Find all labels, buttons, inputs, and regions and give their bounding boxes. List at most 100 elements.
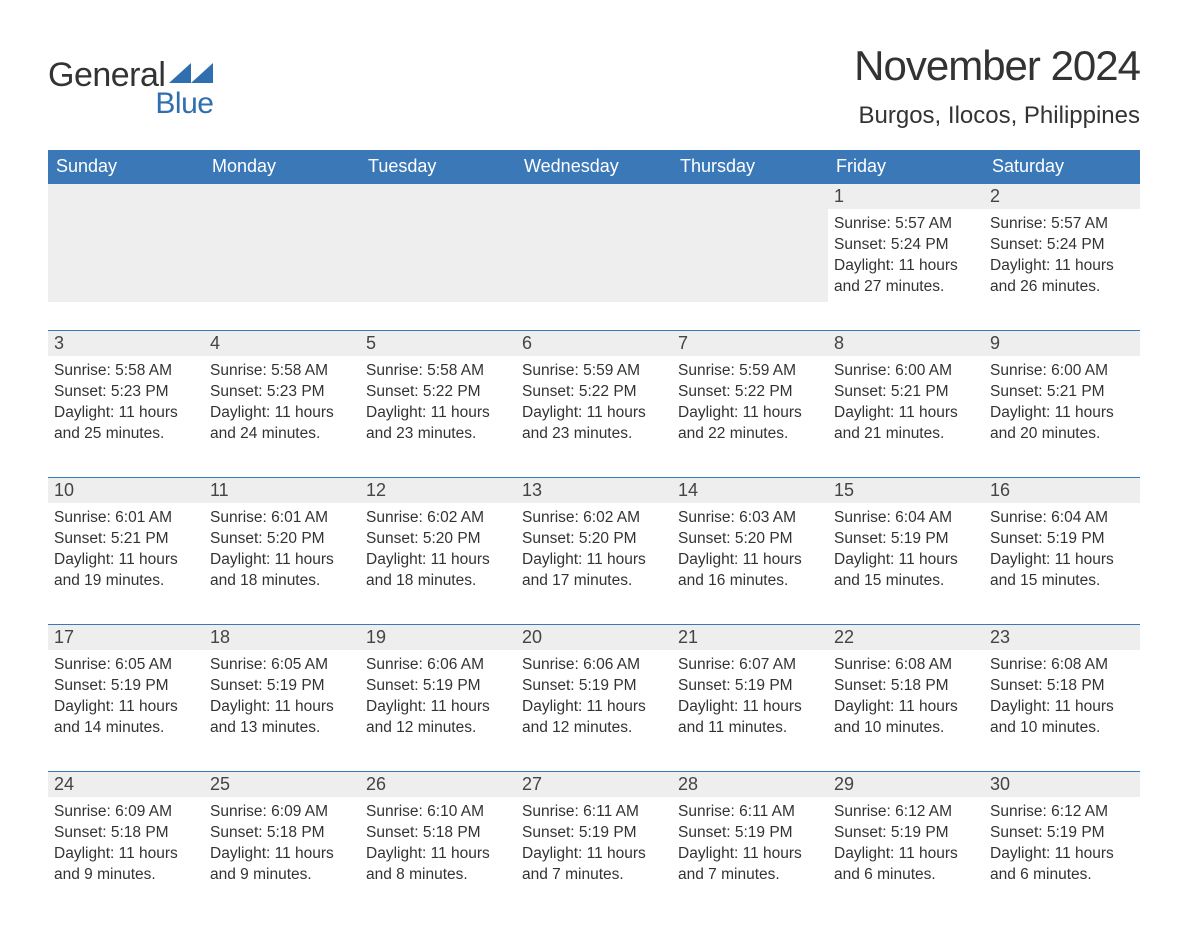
sunrise-text: Sunrise: 5:57 AM — [990, 214, 1134, 235]
calendar-cell: 14Sunrise: 6:03 AMSunset: 5:20 PMDayligh… — [672, 478, 828, 596]
calendar-cell: 11Sunrise: 6:01 AMSunset: 5:20 PMDayligh… — [204, 478, 360, 596]
sunrise-text: Sunrise: 6:05 AM — [54, 655, 198, 676]
calendar-week: 3Sunrise: 5:58 AMSunset: 5:23 PMDaylight… — [48, 330, 1140, 449]
daylight2-text: and 22 minutes. — [678, 424, 822, 445]
sunset-text: Sunset: 5:24 PM — [990, 235, 1134, 256]
cell-body: Sunrise: 6:02 AMSunset: 5:20 PMDaylight:… — [516, 503, 672, 592]
sunrise-text: Sunrise: 5:58 AM — [54, 361, 198, 382]
day-number: 21 — [672, 625, 828, 650]
calendar-cell: 18Sunrise: 6:05 AMSunset: 5:19 PMDayligh… — [204, 625, 360, 743]
cell-body: Sunrise: 6:00 AMSunset: 5:21 PMDaylight:… — [828, 356, 984, 445]
day-number: 1 — [828, 184, 984, 209]
daylight2-text: and 12 minutes. — [366, 718, 510, 739]
daylight1-text: Daylight: 11 hours — [54, 403, 198, 424]
logo-text-general: General — [48, 56, 165, 95]
daylight2-text: and 8 minutes. — [366, 865, 510, 886]
daylight1-text: Daylight: 11 hours — [678, 844, 822, 865]
sunrise-text: Sunrise: 6:12 AM — [834, 802, 978, 823]
day-number: 11 — [204, 478, 360, 503]
cell-body: Sunrise: 6:04 AMSunset: 5:19 PMDaylight:… — [828, 503, 984, 592]
sunrise-text: Sunrise: 5:58 AM — [210, 361, 354, 382]
daylight1-text: Daylight: 11 hours — [210, 403, 354, 424]
calendar-cell: 15Sunrise: 6:04 AMSunset: 5:19 PMDayligh… — [828, 478, 984, 596]
sunrise-text: Sunrise: 6:09 AM — [54, 802, 198, 823]
daylight1-text: Daylight: 11 hours — [990, 403, 1134, 424]
daylight1-text: Daylight: 11 hours — [522, 844, 666, 865]
daylight2-text: and 25 minutes. — [54, 424, 198, 445]
daylight1-text: Daylight: 11 hours — [990, 550, 1134, 571]
cell-body: Sunrise: 6:09 AMSunset: 5:18 PMDaylight:… — [48, 797, 204, 886]
sunset-text: Sunset: 5:19 PM — [678, 676, 822, 697]
daylight1-text: Daylight: 11 hours — [54, 844, 198, 865]
day-number-bar — [360, 184, 516, 209]
sunrise-text: Sunrise: 6:03 AM — [678, 508, 822, 529]
daylight1-text: Daylight: 11 hours — [366, 844, 510, 865]
header-row: General Blue November 2024 Burgos, Iloco… — [48, 50, 1140, 130]
daylight2-text: and 10 minutes. — [990, 718, 1134, 739]
calendar-body: 1 Sunrise: 5:57 AMSunset: 5:24 PM Daylight… — [48, 184, 1140, 890]
calendar-week: 10Sunrise: 6:01 AMSunset: 5:21 PMDayligh… — [48, 477, 1140, 596]
day-number-bar — [48, 184, 204, 209]
sunset-text: Sunset: 5:22 PM — [522, 382, 666, 403]
calendar-cell: 20Sunrise: 6:06 AMSunset: 5:19 PMDayligh… — [516, 625, 672, 743]
daylight2-text: and 13 minutes. — [210, 718, 354, 739]
day-header-sunday: Sunday — [48, 150, 204, 184]
sunset-text: Sunset: 5:20 PM — [210, 529, 354, 550]
day-header-friday: Friday — [828, 150, 984, 184]
daylight2-text: and 15 minutes. — [990, 571, 1134, 592]
cell-body: Sunrise: 6:11 AMSunset: 5:19 PMDaylight:… — [672, 797, 828, 886]
cell-body: Sunrise: 6:04 AMSunset: 5:19 PMDaylight:… — [984, 503, 1140, 592]
day-number: 29 — [828, 772, 984, 797]
daylight2-text: and 23 minutes. — [522, 424, 666, 445]
sunset-text: Sunset: 5:18 PM — [366, 823, 510, 844]
sunrise-text: Sunrise: 6:08 AM — [990, 655, 1134, 676]
daylight2-text: and 14 minutes. — [54, 718, 198, 739]
cell-body: Sunrise: 6:11 AMSunset: 5:19 PMDaylight:… — [516, 797, 672, 886]
sunrise-text: Sunrise: 6:12 AM — [990, 802, 1134, 823]
sunset-text: Sunset: 5:22 PM — [678, 382, 822, 403]
cell-body: Sunrise: 5:59 AMSunset: 5:22 PMDaylight:… — [516, 356, 672, 445]
daylight1-text: Daylight: 11 hours — [522, 697, 666, 718]
sunrise-text: Sunrise: 6:06 AM — [366, 655, 510, 676]
cell-body: Sunrise: 6:05 AMSunset: 5:19 PMDaylight:… — [204, 650, 360, 739]
day-number: 12 — [360, 478, 516, 503]
sunrise-text: Sunrise: 5:59 AM — [678, 361, 822, 382]
calendar-cell: 6Sunrise: 5:59 AMSunset: 5:22 PMDaylight… — [516, 331, 672, 449]
sunset-text: Sunset: 5:23 PM — [210, 382, 354, 403]
sunrise-text: Sunrise: 6:01 AM — [54, 508, 198, 529]
calendar-cell: 30Sunrise: 6:12 AMSunset: 5:19 PMDayligh… — [984, 772, 1140, 890]
daylight1-text: Daylight: 11 hours — [678, 403, 822, 424]
daylight2-text: and 6 minutes. — [990, 865, 1134, 886]
sunset-text: Sunset: 5:20 PM — [522, 529, 666, 550]
day-number: 4 — [204, 331, 360, 356]
cell-body: Sunrise: 6:02 AMSunset: 5:20 PMDaylight:… — [360, 503, 516, 592]
day-number: 2 — [984, 184, 1140, 209]
sunrise-text: Sunrise: 6:11 AM — [678, 802, 822, 823]
sunrise-text: Sunrise: 6:09 AM — [210, 802, 354, 823]
daylight2-text: and 15 minutes. — [834, 571, 978, 592]
calendar-cell: 5Sunrise: 5:58 AMSunset: 5:22 PMDaylight… — [360, 331, 516, 449]
sunset-text: Sunset: 5:20 PM — [366, 529, 510, 550]
daylight1-text: Daylight: 11 hours — [366, 403, 510, 424]
calendar-cell: 28Sunrise: 6:11 AMSunset: 5:19 PMDayligh… — [672, 772, 828, 890]
day-number: 16 — [984, 478, 1140, 503]
sunrise-text: Sunrise: 6:02 AM — [522, 508, 666, 529]
sunset-text: Sunset: 5:19 PM — [522, 823, 666, 844]
day-number-bar — [672, 184, 828, 209]
day-number: 25 — [204, 772, 360, 797]
sunset-text: Sunset: 5:19 PM — [990, 823, 1134, 844]
sunset-text: Sunset: 5:18 PM — [990, 676, 1134, 697]
day-number: 10 — [48, 478, 204, 503]
day-number: 30 — [984, 772, 1140, 797]
day-number: 14 — [672, 478, 828, 503]
sunset-text: Sunset: 5:19 PM — [834, 529, 978, 550]
calendar-cell: 24Sunrise: 6:09 AMSunset: 5:18 PMDayligh… — [48, 772, 204, 890]
sunset-text: Sunset: 5:23 PM — [54, 382, 198, 403]
day-header-wednesday: Wednesday — [516, 150, 672, 184]
sunrise-text: Sunrise: 6:00 AM — [834, 361, 978, 382]
cell-body: Sunrise: 6:12 AMSunset: 5:19 PMDaylight:… — [828, 797, 984, 886]
daylight2-text: and 9 minutes. — [210, 865, 354, 886]
calendar-cell: 26Sunrise: 6:10 AMSunset: 5:18 PMDayligh… — [360, 772, 516, 890]
cell-body: Sunrise: 6:03 AMSunset: 5:20 PMDaylight:… — [672, 503, 828, 592]
cell-body: Sunrise: 6:12 AMSunset: 5:19 PMDaylight:… — [984, 797, 1140, 886]
